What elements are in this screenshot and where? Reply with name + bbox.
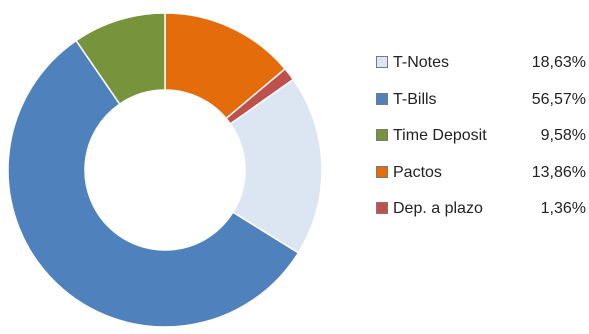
slice-t-notes (229, 78, 323, 254)
legend-item-t-bills: T-Bills 56,57% (376, 91, 586, 109)
legend-swatch (376, 56, 388, 68)
legend-value: 1,36% (540, 200, 586, 217)
donut-chart (7, 12, 323, 328)
legend: T-Notes 18,63% T-Bills 56,57% Time Depos… (376, 54, 586, 237)
legend-label: Time Deposit (393, 127, 487, 144)
legend-value: 18,63% (531, 54, 586, 71)
legend-label: Dep. a plazo (393, 200, 483, 217)
legend-item-pactos: Pactos 13,86% (376, 164, 586, 182)
slice-time-deposit (75, 12, 166, 106)
slice-t-bills (7, 39, 300, 328)
legend-swatch (376, 129, 388, 141)
legend-item-dep-a-plazo: Dep. a plazo 1,36% (376, 200, 586, 218)
legend-swatch (376, 202, 388, 214)
legend-value: 56,57% (531, 90, 586, 108)
legend-label: Pactos (393, 163, 442, 181)
legend-item-t-notes: T-Notes 18,63% (376, 54, 586, 72)
legend-value: 9,58% (540, 127, 586, 144)
legend-swatch (376, 165, 388, 178)
legend-item-time-deposit: Time Deposit 9,58% (376, 127, 586, 145)
legend-label: T-Bills (393, 90, 437, 108)
legend-swatch (376, 92, 388, 105)
legend-label: T-Notes (393, 54, 450, 71)
legend-value: 13,86% (531, 163, 586, 181)
